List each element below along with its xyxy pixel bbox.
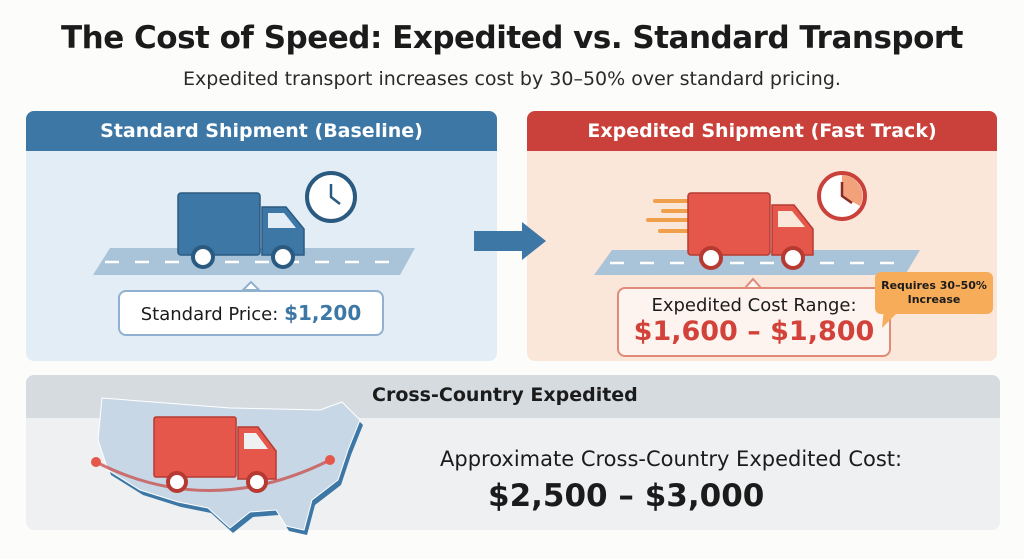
cross-country-title: Cross-Country Expedited bbox=[372, 384, 638, 406]
road-icon bbox=[93, 248, 415, 275]
increase-callout: Requires 30–50% Increase bbox=[875, 272, 993, 314]
expedited-price-box: Expedited Cost Range: $1,600 – $1,800 bbox=[617, 287, 891, 357]
road-icon bbox=[594, 250, 920, 275]
us-map-icon bbox=[91, 397, 363, 535]
arrow-right-icon bbox=[474, 222, 546, 260]
standard-price-value: $1,200 bbox=[284, 301, 362, 325]
truck-icon bbox=[153, 416, 277, 493]
clock-icon bbox=[817, 171, 867, 221]
cross-country-cost-label: Approximate Cross-Country Expedited Cost… bbox=[440, 447, 903, 471]
standard-price-label: Standard Price: bbox=[140, 304, 279, 325]
expedited-range-label: Expedited Cost Range: bbox=[651, 295, 857, 316]
expedited-range-value: $1,600 – $1,800 bbox=[633, 316, 875, 347]
truck-icon bbox=[177, 192, 305, 269]
standard-price-box: Standard Price: $1,200 bbox=[118, 290, 384, 336]
clock-icon bbox=[305, 171, 357, 223]
standard-panel-title: Standard Shipment (Baseline) bbox=[26, 111, 497, 151]
page-title: The Cost of Speed: Expedited vs. Standar… bbox=[60, 20, 964, 56]
page-subtitle: Expedited transport increases cost by 30… bbox=[183, 68, 841, 90]
truck-icon bbox=[687, 192, 814, 270]
cross-country-cost-value: $2,500 – $3,000 bbox=[488, 478, 765, 514]
expedited-panel-title: Expedited Shipment (Fast Track) bbox=[527, 111, 997, 151]
